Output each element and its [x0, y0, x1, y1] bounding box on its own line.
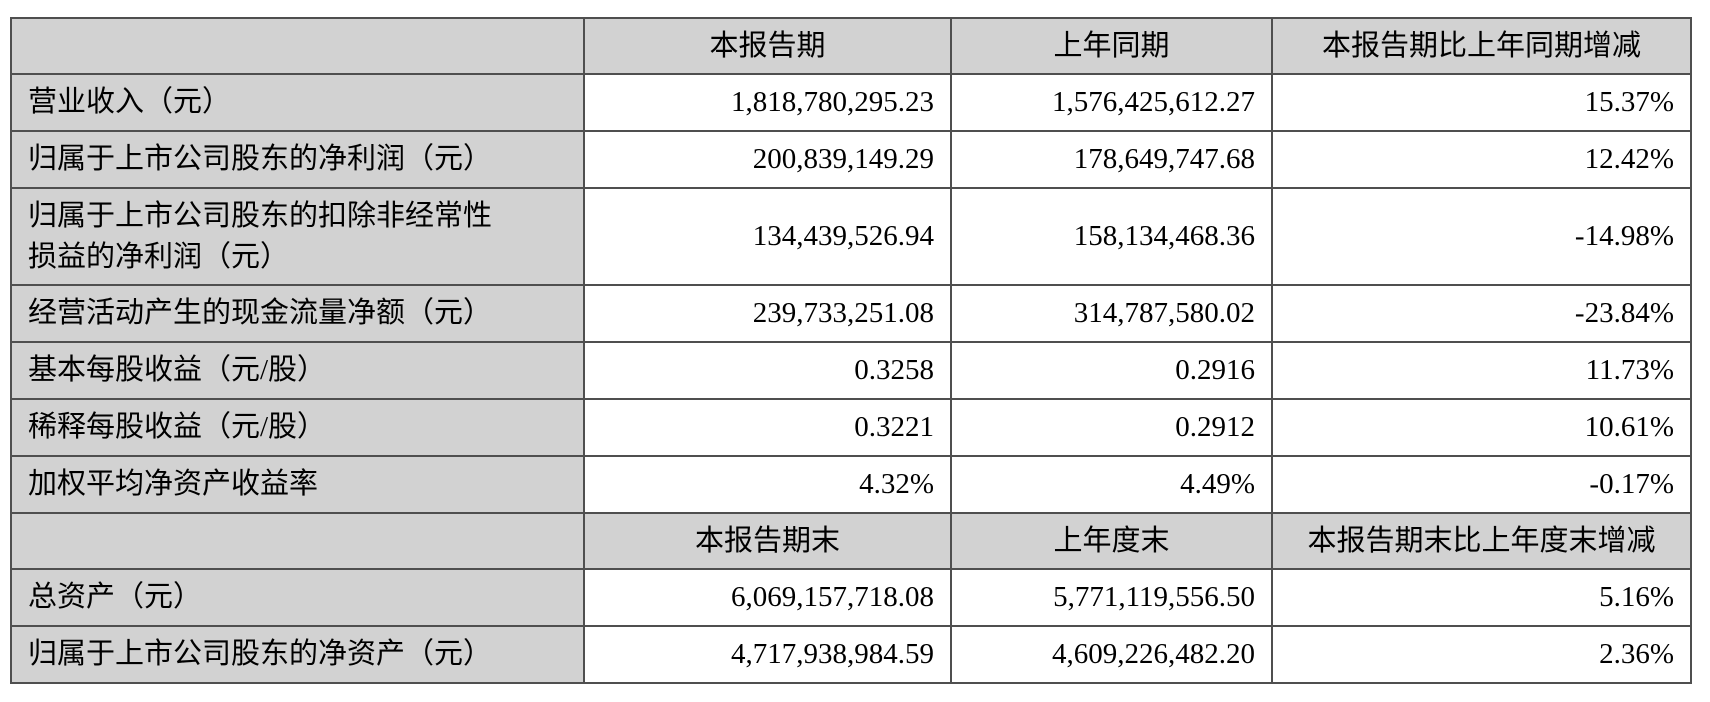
period-header-empty-cell	[10, 17, 585, 75]
row-label: 归属于上市公司股东的净资产（元）	[10, 625, 585, 684]
change-value: 12.42%	[1271, 130, 1692, 189]
table-row-diluted-eps: 稀释每股收益（元/股） 0.3221 0.2912 10.61%	[10, 398, 1692, 457]
change-value: 2.36%	[1271, 625, 1692, 684]
current-value: 200,839,149.29	[583, 130, 952, 189]
period-header-row: 本报告期 上年同期 本报告期比上年同期增减	[10, 17, 1692, 75]
row-label: 稀释每股收益（元/股）	[10, 398, 585, 457]
change-value: -23.84%	[1271, 284, 1692, 343]
period-end-header-current: 本报告期末	[583, 512, 952, 570]
current-value: 0.3258	[583, 341, 952, 400]
period-end-header-prior: 上年度末	[950, 512, 1273, 570]
row-label: 基本每股收益（元/股）	[10, 341, 585, 400]
current-value: 0.3221	[583, 398, 952, 457]
row-label: 营业收入（元）	[10, 73, 585, 132]
period-header-current: 本报告期	[583, 17, 952, 75]
current-value: 1,818,780,295.23	[583, 73, 952, 132]
table-row-net-assets: 归属于上市公司股东的净资产（元） 4,717,938,984.59 4,609,…	[10, 625, 1692, 684]
row-label: 总资产（元）	[10, 568, 585, 627]
row-label: 归属于上市公司股东的扣除非经常性 损益的净利润（元）	[10, 187, 585, 286]
period-header-change: 本报告期比上年同期增减	[1271, 17, 1692, 75]
prior-value: 4,609,226,482.20	[950, 625, 1273, 684]
change-value: 15.37%	[1271, 73, 1692, 132]
table-row-total-assets: 总资产（元） 6,069,157,718.08 5,771,119,556.50…	[10, 568, 1692, 627]
change-value: 5.16%	[1271, 568, 1692, 627]
current-value: 4,717,938,984.59	[583, 625, 952, 684]
change-value: -14.98%	[1271, 187, 1692, 286]
period-end-header-empty-cell	[10, 512, 585, 570]
current-value: 6,069,157,718.08	[583, 568, 952, 627]
row-label: 归属于上市公司股东的净利润（元）	[10, 130, 585, 189]
change-value: 10.61%	[1271, 398, 1692, 457]
current-value: 239,733,251.08	[583, 284, 952, 343]
current-value: 4.32%	[583, 455, 952, 514]
prior-value: 4.49%	[950, 455, 1273, 514]
prior-value: 0.2916	[950, 341, 1273, 400]
row-label: 加权平均净资产收益率	[10, 455, 585, 514]
current-value: 134,439,526.94	[583, 187, 952, 286]
table-row-net-profit-deducted: 归属于上市公司股东的扣除非经常性 损益的净利润（元） 134,439,526.9…	[10, 187, 1692, 286]
table-row-net-profit: 归属于上市公司股东的净利润（元） 200,839,149.29 178,649,…	[10, 130, 1692, 189]
table-row-basic-eps: 基本每股收益（元/股） 0.3258 0.2916 11.73%	[10, 341, 1692, 400]
period-end-header-row: 本报告期末 上年度末 本报告期末比上年度末增减	[10, 512, 1692, 570]
prior-value: 5,771,119,556.50	[950, 568, 1273, 627]
period-end-header-change: 本报告期末比上年度末增减	[1271, 512, 1692, 570]
table-row-operating-cash-flow: 经营活动产生的现金流量净额（元） 239,733,251.08 314,787,…	[10, 284, 1692, 343]
row-label: 经营活动产生的现金流量净额（元）	[10, 284, 585, 343]
prior-value: 0.2912	[950, 398, 1273, 457]
prior-value: 314,787,580.02	[950, 284, 1273, 343]
prior-value: 1,576,425,612.27	[950, 73, 1273, 132]
period-header-prior: 上年同期	[950, 17, 1273, 75]
prior-value: 178,649,747.68	[950, 130, 1273, 189]
change-value: 11.73%	[1271, 341, 1692, 400]
prior-value: 158,134,468.36	[950, 187, 1273, 286]
financial-summary-table: 本报告期 上年同期 本报告期比上年同期增减 营业收入（元） 1,818,780,…	[10, 17, 1692, 684]
table-row-operating-revenue: 营业收入（元） 1,818,780,295.23 1,576,425,612.2…	[10, 73, 1692, 132]
change-value: -0.17%	[1271, 455, 1692, 514]
table-row-weighted-roe: 加权平均净资产收益率 4.32% 4.49% -0.17%	[10, 455, 1692, 514]
